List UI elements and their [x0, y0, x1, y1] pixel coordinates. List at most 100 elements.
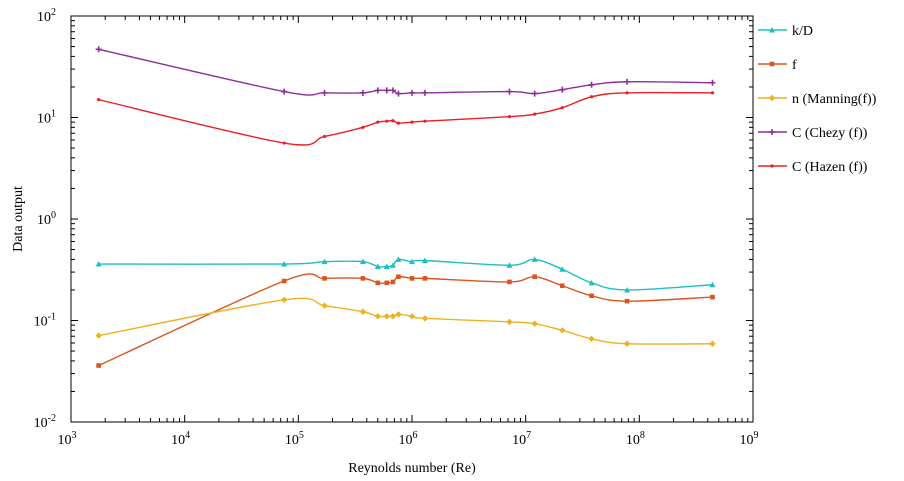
y-tick-label: 10-1 — [34, 312, 56, 330]
y-tick-label: 10-2 — [34, 413, 56, 431]
data-point — [408, 313, 416, 320]
data-point — [95, 46, 102, 53]
data-point — [385, 119, 389, 123]
data-point — [389, 262, 396, 268]
y-tick-labels: 102 101 100 10-1 10-2 — [34, 7, 56, 431]
data-point — [410, 120, 414, 124]
legend-marker — [769, 129, 775, 135]
x-axis-title: Reynolds number (Re) — [348, 461, 476, 476]
data-point — [559, 86, 566, 93]
data-point — [322, 276, 327, 281]
series-2 — [95, 296, 716, 347]
data-point — [395, 256, 402, 262]
y-axis-title: Data output — [11, 186, 26, 252]
data-point — [391, 119, 395, 123]
series-0 — [95, 256, 716, 293]
data-point — [533, 112, 537, 116]
data-point — [624, 78, 631, 85]
data-point — [623, 340, 631, 347]
data-point — [95, 332, 102, 339]
data-point — [396, 121, 401, 125]
data-point — [374, 263, 381, 270]
data-point — [281, 261, 288, 267]
x-tick-label: 106 — [399, 430, 418, 448]
data-point — [359, 89, 366, 96]
data-point — [359, 308, 367, 315]
data-point — [390, 279, 396, 285]
legend-marker — [770, 164, 774, 168]
data-point — [383, 313, 390, 320]
series-1 — [96, 273, 715, 368]
data-point — [97, 98, 101, 102]
series-line — [98, 258, 713, 291]
legend-label: k/D — [792, 24, 813, 39]
series-layer — [95, 46, 716, 368]
data-point — [96, 363, 101, 368]
legend: k/D f n (Manning(f)) C (Chezy (f)) C (Hazen … — [758, 24, 877, 175]
data-point — [506, 262, 513, 268]
data-point — [280, 296, 288, 303]
data-point — [589, 293, 594, 299]
series-line — [98, 297, 713, 345]
series-4 — [97, 91, 715, 146]
data-point — [422, 276, 428, 281]
legend-item: C (Chezy (f)) — [758, 126, 868, 141]
legend-marker — [769, 27, 775, 33]
y-tick-label: 101 — [37, 109, 56, 127]
data-point — [506, 318, 513, 326]
data-point — [507, 279, 512, 285]
legend-label: n (Manning(f)) — [792, 92, 877, 107]
data-point — [559, 283, 565, 289]
x-tick-label: 109 — [740, 430, 759, 448]
data-point — [383, 263, 390, 270]
data-point — [281, 278, 287, 284]
axis-ticks — [70, 15, 754, 423]
data-point — [360, 276, 366, 281]
data-point — [559, 327, 566, 334]
legend-label: C (Hazen (f)) — [792, 160, 868, 175]
data-point — [322, 134, 327, 139]
series-line — [98, 273, 713, 367]
legend-label: C (Chezy (f)) — [792, 126, 868, 141]
data-point — [532, 274, 537, 280]
legend-item: f — [758, 58, 797, 73]
data-point — [409, 89, 415, 96]
data-point — [374, 313, 381, 320]
data-point — [421, 89, 428, 96]
data-point — [710, 294, 715, 300]
data-point — [321, 258, 328, 265]
data-point — [95, 261, 102, 267]
series-line — [98, 48, 713, 96]
data-point — [421, 257, 428, 264]
data-point — [624, 286, 631, 293]
data-point — [395, 90, 402, 97]
data-point — [359, 258, 366, 265]
legend-item: C (Hazen (f)) — [758, 160, 868, 175]
data-point — [531, 90, 538, 97]
data-point — [625, 91, 629, 95]
data-point — [588, 81, 595, 88]
data-point — [389, 313, 397, 320]
data-point — [710, 91, 715, 95]
x-tick-label: 108 — [626, 430, 645, 448]
legend-marker — [769, 61, 775, 67]
data-point — [282, 141, 286, 145]
data-point — [396, 274, 401, 280]
data-point — [709, 281, 716, 288]
x-tick-label: 104 — [171, 430, 190, 448]
data-point — [560, 106, 564, 110]
data-point — [506, 88, 513, 95]
data-point — [409, 276, 415, 281]
data-point — [376, 120, 380, 124]
data-point — [321, 89, 328, 96]
series-3 — [95, 46, 716, 97]
data-point — [375, 280, 381, 286]
data-point — [624, 298, 630, 304]
x-tick-label: 103 — [58, 430, 77, 448]
data-point — [559, 266, 566, 272]
data-point — [395, 311, 402, 318]
data-point — [421, 315, 429, 322]
data-point — [423, 119, 427, 123]
legend-marker — [768, 94, 776, 102]
